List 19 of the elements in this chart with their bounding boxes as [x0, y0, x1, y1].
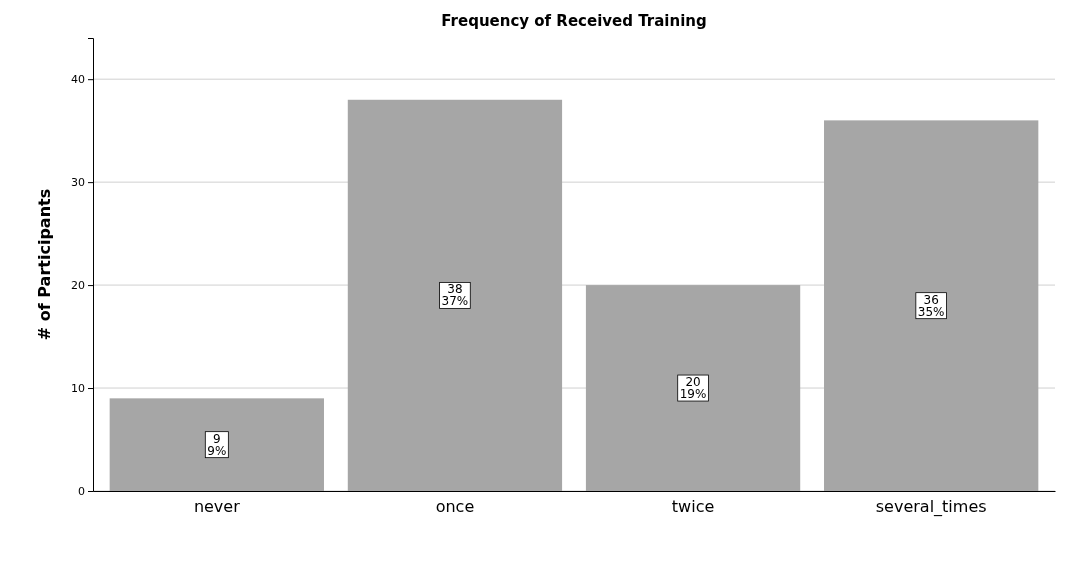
bar — [585, 285, 801, 491]
y-tick-label: 20 — [71, 279, 85, 293]
x-tick-label: several_times — [875, 497, 987, 518]
bar — [824, 120, 1039, 491]
chart-title: Frequency of Received Training — [441, 12, 707, 30]
bar — [347, 99, 563, 491]
data-label: 36 35% — [917, 292, 945, 319]
y-tick-label: 40 — [71, 73, 85, 87]
data-label: 38 37% — [441, 282, 469, 309]
y-tick-label: 0 — [78, 485, 85, 499]
data-label: 20 19% — [679, 375, 707, 402]
data-label: 9 9% — [207, 431, 227, 458]
bar — [109, 398, 324, 491]
x-tick-label: never — [193, 497, 241, 517]
y-tick-label: 30 — [71, 176, 85, 190]
x-tick-label: once — [435, 497, 475, 517]
x-tick-label: twice — [671, 497, 715, 517]
y-axis-title: # of Participants — [35, 188, 54, 341]
y-tick-label: 10 — [71, 382, 85, 396]
